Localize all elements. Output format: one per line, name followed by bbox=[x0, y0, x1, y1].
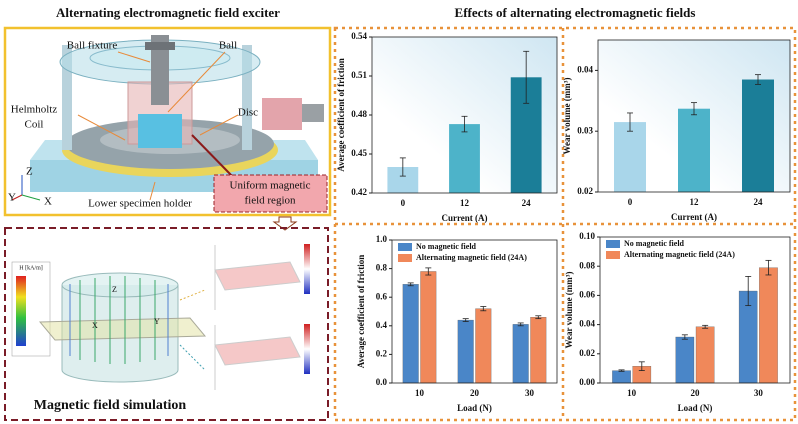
bar bbox=[512, 324, 529, 384]
y-tick-label: 0.42 bbox=[351, 187, 367, 197]
y-tick-label: 0.08 bbox=[579, 260, 595, 270]
x-tick-label: 0 bbox=[401, 198, 406, 208]
y-axis-label: Wear volume (mm³) bbox=[564, 271, 574, 348]
y-tick-label: 0.45 bbox=[351, 148, 367, 158]
x-tick-label: 12 bbox=[460, 198, 470, 208]
plot-frame bbox=[599, 236, 791, 384]
x-tick-label: 30 bbox=[525, 388, 535, 398]
legend-title: H [kA/m] bbox=[19, 265, 43, 271]
bar bbox=[612, 370, 631, 384]
legend-label: Alternating magnetic field (24A) bbox=[624, 250, 735, 259]
plot-frame bbox=[371, 36, 558, 194]
axis-letter: Z bbox=[26, 166, 33, 178]
label: Coil bbox=[25, 119, 44, 131]
x-tick-label: 20 bbox=[691, 388, 701, 398]
legend-label: No magnetic field bbox=[624, 239, 685, 248]
effects-title: Effects of alternating electromagnetic f… bbox=[455, 5, 696, 20]
y-tick-label: 0.10 bbox=[579, 231, 595, 241]
label: field region bbox=[244, 195, 296, 207]
bar bbox=[475, 308, 492, 384]
bar bbox=[675, 336, 695, 384]
axis-letter: Z bbox=[112, 285, 117, 294]
plot-frame bbox=[597, 39, 791, 193]
legend-label: No magnetic field bbox=[416, 242, 477, 251]
y-tick-label: 0.48 bbox=[351, 109, 367, 119]
legend-swatch bbox=[606, 251, 620, 259]
bar bbox=[530, 317, 547, 384]
y-axis-label: Average coefficient of friction bbox=[356, 255, 366, 369]
y-tick-label: 0.0 bbox=[376, 377, 388, 387]
label: Disc bbox=[238, 107, 258, 119]
bar bbox=[402, 284, 419, 384]
simulation-title: Magnetic field simulation bbox=[34, 398, 187, 413]
y-axis-label: Average coefficient of friction bbox=[336, 58, 346, 172]
bar bbox=[742, 79, 774, 192]
y-tick-label: 0.6 bbox=[376, 291, 388, 301]
bar bbox=[614, 122, 646, 192]
label: Ball fixture bbox=[67, 40, 118, 52]
label: Uniform magnetic bbox=[230, 180, 311, 192]
x-tick-label: 10 bbox=[415, 388, 425, 398]
x-tick-label: 30 bbox=[754, 388, 764, 398]
label: Helmholtz bbox=[11, 104, 58, 116]
y-tick-label: 0.2 bbox=[376, 348, 388, 358]
x-axis-label: Load (N) bbox=[678, 403, 713, 413]
x-axis-label: Load (N) bbox=[457, 403, 492, 413]
y-tick-label: 0.51 bbox=[351, 70, 367, 80]
x-tick-label: 24 bbox=[522, 198, 532, 208]
y-tick-label: 1.0 bbox=[376, 234, 388, 244]
y-tick-label: 0.00 bbox=[579, 377, 595, 387]
legend-label: Alternating magnetic field (24A) bbox=[416, 253, 527, 262]
y-tick-label: 0.8 bbox=[376, 263, 388, 273]
x-tick-label: 0 bbox=[628, 197, 633, 207]
axis-letter: X bbox=[44, 196, 52, 208]
simulation-drawing bbox=[11, 244, 310, 390]
exciter-title: Alternating electromagnetic field excite… bbox=[56, 5, 280, 20]
simulation-frame bbox=[4, 227, 329, 421]
y-tick-label: 0.03 bbox=[577, 125, 593, 135]
x-tick-label: 12 bbox=[690, 197, 700, 207]
x-tick-label: 24 bbox=[754, 197, 764, 207]
axis-letter: Y bbox=[154, 317, 160, 326]
y-tick-label: 0.4 bbox=[376, 320, 388, 330]
y-tick-label: 0.04 bbox=[579, 319, 595, 329]
bar bbox=[420, 271, 437, 384]
axis-letter: X bbox=[92, 321, 98, 330]
legend-swatch bbox=[398, 254, 412, 262]
axis-letter: Y bbox=[8, 192, 16, 204]
x-tick-label: 20 bbox=[470, 388, 480, 398]
bar bbox=[457, 319, 474, 384]
exciter-drawing bbox=[11, 35, 328, 231]
x-tick-label: 10 bbox=[627, 388, 637, 398]
bar bbox=[449, 124, 480, 193]
label: Ball bbox=[219, 40, 237, 52]
legend-swatch bbox=[398, 243, 412, 251]
y-tick-label: 0.54 bbox=[351, 31, 367, 41]
bar bbox=[678, 108, 710, 192]
y-tick-label: 0.06 bbox=[579, 289, 595, 299]
x-axis-label: Current (A) bbox=[441, 213, 487, 223]
y-tick-label: 0.02 bbox=[579, 348, 595, 358]
y-tick-label: 0.02 bbox=[577, 186, 593, 196]
bar bbox=[759, 267, 778, 384]
legend-swatch bbox=[606, 240, 620, 248]
y-axis-label: Wear volume (mm³) bbox=[562, 77, 572, 154]
exciter-frame bbox=[3, 26, 332, 217]
label: Lower specimen holder bbox=[88, 198, 192, 210]
bar bbox=[695, 326, 715, 384]
x-axis-label: Current (A) bbox=[671, 212, 717, 222]
y-tick-label: 0.04 bbox=[577, 64, 593, 74]
plot-frame bbox=[391, 239, 558, 384]
